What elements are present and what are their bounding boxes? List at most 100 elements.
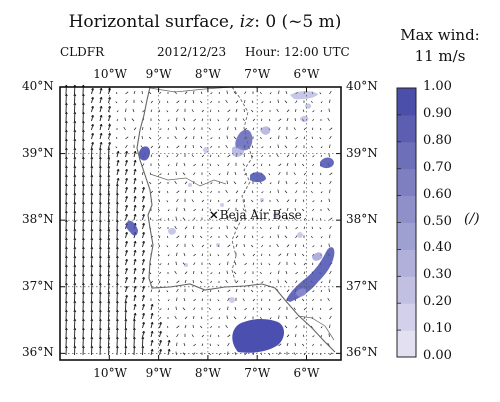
wind-arrow	[184, 189, 187, 194]
wind-arrow-shaft	[286, 244, 290, 248]
wind-arrow	[184, 316, 188, 320]
wind-arrow-head	[133, 285, 137, 289]
wind-arrow	[268, 218, 271, 221]
wind-arrow-shaft	[210, 272, 213, 275]
wind-arrow	[116, 110, 119, 113]
wind-arrow	[295, 190, 298, 194]
wind-arrow-head	[98, 336, 102, 340]
wind-arrow-shaft	[227, 297, 230, 302]
wind-arrow-shaft	[142, 127, 144, 131]
wind-arrow-head	[91, 132, 94, 136]
wind-arrow	[193, 163, 196, 167]
wind-arrow-shaft	[285, 90, 288, 95]
wind-arrow	[91, 141, 94, 149]
wind-arrow-head	[107, 201, 111, 205]
coastline	[136, 86, 336, 353]
wind-arrow-head	[81, 174, 85, 178]
wind-arrow	[99, 114, 103, 122]
wind-arrow-head	[90, 165, 94, 169]
wind-arrow	[166, 245, 169, 248]
wind-arrow-shaft	[125, 144, 128, 149]
wind-arrow	[251, 109, 254, 113]
wind-arrow-shaft	[329, 90, 332, 95]
wind-arrow	[174, 270, 177, 275]
wind-arrow-shaft	[193, 271, 195, 275]
wind-arrow	[227, 216, 229, 221]
wind-arrow-head	[81, 264, 85, 268]
northern-border	[149, 86, 233, 93]
wind-arrow	[73, 228, 77, 239]
wind-arrow-shaft	[176, 235, 180, 239]
wind-arrow	[251, 190, 254, 194]
wind-arrow	[64, 282, 68, 293]
wind-arrow-shaft	[277, 189, 279, 194]
wind-arrow	[64, 201, 68, 212]
wind-arrow	[193, 208, 196, 212]
wind-arrow	[284, 100, 288, 104]
wind-arrow	[327, 207, 330, 212]
cloud-cell	[220, 203, 224, 207]
wind-arrow	[176, 117, 178, 122]
wind-arrow-shaft	[191, 199, 194, 203]
wind-arrow	[227, 261, 229, 266]
wind-arrow-shaft	[183, 162, 186, 167]
wind-arrow	[269, 317, 272, 320]
wind-arrow	[73, 327, 77, 338]
wind-arrow-shaft	[201, 298, 204, 302]
wind-arrow	[116, 159, 120, 167]
wind-arrow	[285, 270, 288, 275]
wind-arrow	[107, 156, 111, 167]
wind-arrow-shaft	[200, 316, 203, 320]
wind-arrow	[98, 165, 102, 176]
wind-arrow-shaft	[159, 91, 162, 95]
wind-arrow-head	[90, 183, 94, 187]
wind-arrow-head	[142, 240, 145, 244]
wind-arrow-shaft	[327, 207, 330, 212]
cloud-patch	[286, 247, 335, 302]
wind-arrow	[116, 177, 120, 185]
wind-arrow-shaft	[244, 262, 247, 266]
wind-arrow	[284, 235, 288, 239]
colorbar-segment	[397, 141, 416, 170]
wind-arrow	[225, 144, 228, 149]
wind-arrow-shaft	[295, 136, 298, 140]
wind-arrow	[233, 136, 237, 140]
wind-arrow-shaft	[217, 154, 220, 158]
wind-arrow-shaft	[251, 235, 254, 239]
wind-arrow-shaft	[210, 137, 213, 140]
wind-arrow-shaft	[159, 136, 162, 140]
wind-arrow-shaft	[268, 353, 271, 356]
wind-arrow-shaft	[227, 109, 231, 113]
wind-arrow	[234, 306, 237, 311]
wind-arrow	[142, 163, 145, 167]
wind-arrow-shaft	[320, 101, 323, 104]
wind-arrow-head	[125, 267, 128, 271]
wind-arrow	[167, 254, 170, 257]
lat-tick-label-left: 38°N	[22, 212, 54, 227]
wind-arrow-head	[90, 156, 94, 160]
wind-arrow	[193, 352, 196, 356]
wind-arrow	[234, 216, 237, 221]
wind-arrow-shaft	[252, 352, 255, 356]
wind-arrow-shaft	[225, 189, 228, 194]
wind-arrow	[90, 291, 94, 302]
wind-arrow	[133, 312, 137, 320]
wind-arrow-shaft	[159, 218, 162, 221]
wind-arrow-shaft	[233, 181, 237, 185]
wind-arrow	[108, 105, 111, 113]
wind-arrow-shaft	[312, 343, 315, 347]
wind-arrow-head	[98, 309, 102, 313]
wind-arrow-shaft	[125, 169, 128, 176]
wind-arrow-head	[90, 318, 94, 322]
wind-arrow-head	[107, 192, 111, 196]
wind-arrow-head	[142, 267, 145, 271]
wind-arrow-shaft	[227, 126, 229, 131]
wind-arrow-shaft	[268, 298, 271, 302]
wind-arrow-shaft	[150, 322, 153, 329]
colorbar-tick-label: 0.90	[423, 105, 452, 121]
wind-arrow-head	[90, 228, 94, 232]
wind-arrow	[64, 111, 68, 122]
wind-arrow	[174, 180, 177, 185]
wind-arrow	[200, 271, 203, 275]
